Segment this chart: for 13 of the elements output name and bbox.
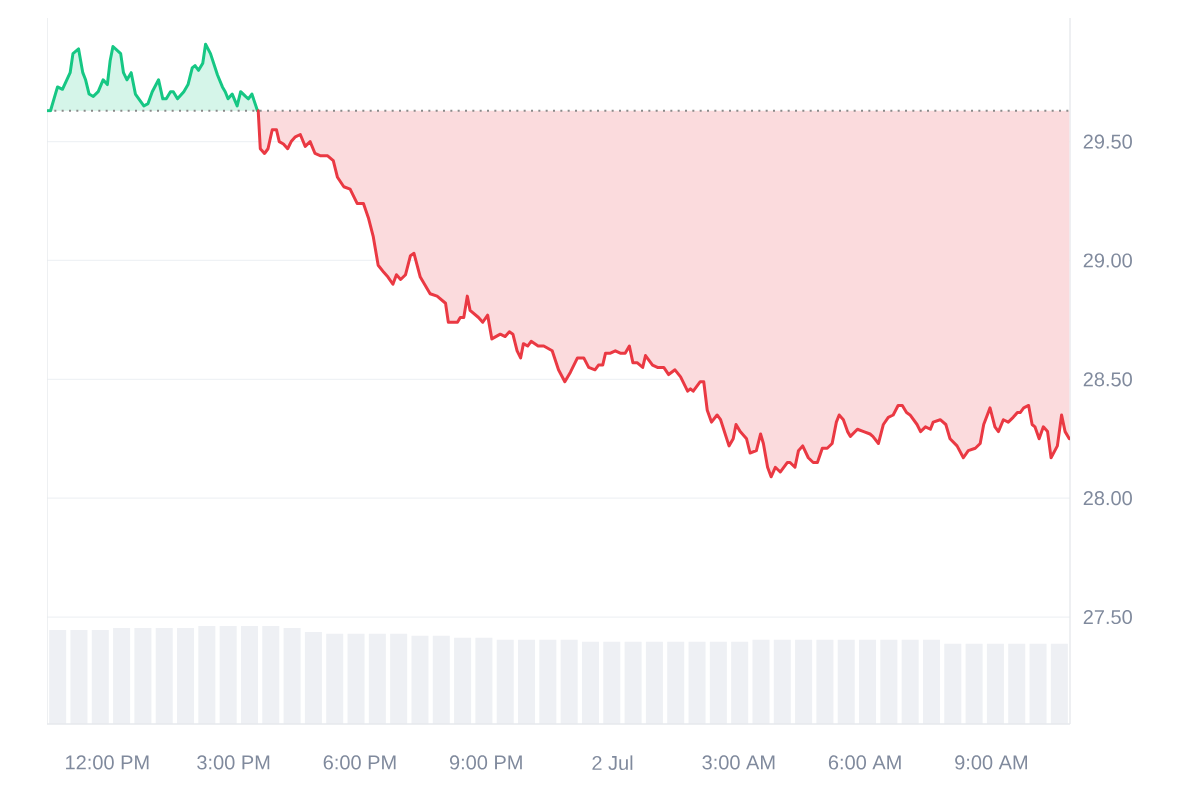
- y-tick-label: 29.50: [1083, 134, 1132, 149]
- x-tick-label: 12:00 PM: [66, 755, 149, 770]
- x-tick-label: 2 Jul: [592, 755, 633, 771]
- x-tick-label: 6:00 AM: [828, 755, 901, 770]
- y-tick-label: 28.50: [1083, 372, 1132, 387]
- y-tick-label: 27.50: [1083, 609, 1132, 625]
- x-tick-label: 3:00 PM: [197, 755, 270, 770]
- x-tick-label: 3:00 AM: [702, 755, 775, 770]
- x-tick-label: 6:00 PM: [323, 755, 396, 770]
- y-tick-label: 29.00: [1083, 253, 1132, 268]
- x-tick-label: 9:00 PM: [449, 755, 522, 770]
- y-tick-label: 28.00: [1083, 491, 1132, 506]
- x-tick-label: 9:00 AM: [955, 755, 1027, 770]
